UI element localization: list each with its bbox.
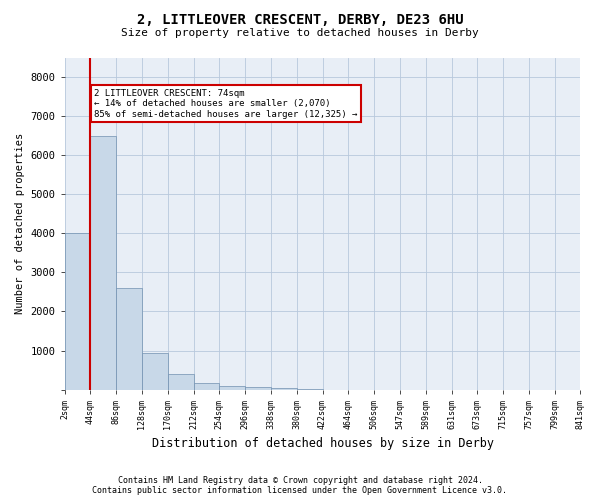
Bar bbox=[91, 136, 116, 390]
Text: 2 LITTLEOVER CRESCENT: 74sqm
← 14% of detached houses are smaller (2,070)
85% of: 2 LITTLEOVER CRESCENT: 74sqm ← 14% of de… bbox=[94, 89, 358, 118]
X-axis label: Distribution of detached houses by size in Derby: Distribution of detached houses by size … bbox=[152, 437, 494, 450]
Text: Contains public sector information licensed under the Open Government Licence v3: Contains public sector information licen… bbox=[92, 486, 508, 495]
Bar bbox=[116, 288, 142, 390]
Bar bbox=[220, 386, 245, 390]
Bar bbox=[245, 388, 271, 390]
Bar bbox=[168, 374, 194, 390]
Bar bbox=[142, 352, 168, 390]
Text: Size of property relative to detached houses in Derby: Size of property relative to detached ho… bbox=[121, 28, 479, 38]
Bar bbox=[65, 234, 91, 390]
Bar bbox=[194, 383, 220, 390]
Y-axis label: Number of detached properties: Number of detached properties bbox=[15, 133, 25, 314]
Text: 2, LITTLEOVER CRESCENT, DERBY, DE23 6HU: 2, LITTLEOVER CRESCENT, DERBY, DE23 6HU bbox=[137, 12, 463, 26]
Bar bbox=[271, 388, 297, 390]
Text: Contains HM Land Registry data © Crown copyright and database right 2024.: Contains HM Land Registry data © Crown c… bbox=[118, 476, 482, 485]
